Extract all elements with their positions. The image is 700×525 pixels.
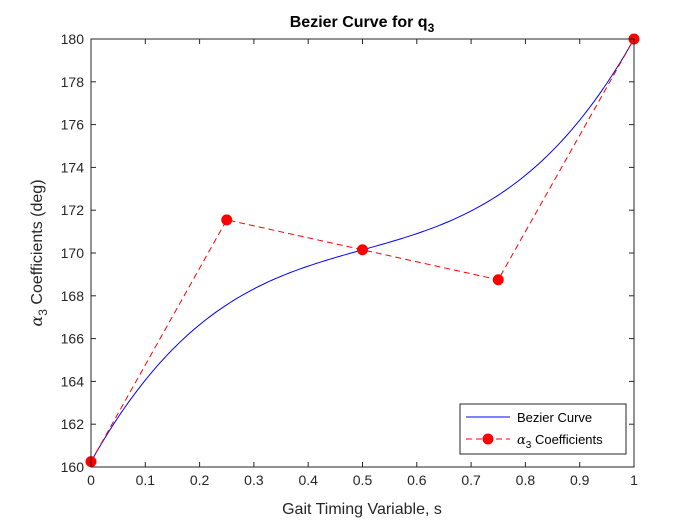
x-tick-label: 0.6 [407, 472, 427, 488]
y-axis-label: α3 Coefficients (deg) [27, 179, 50, 326]
series-layer [85, 33, 640, 468]
axes-box [90, 38, 635, 468]
tick-group: 0 0.1 0.2 0.3 0.4 0.5 0.6 0.7 0.8 0.9 1 160 162 164 16… [61, 31, 638, 488]
y-tick-label: 164 [61, 373, 85, 389]
y-tick-label: 178 [61, 74, 85, 90]
y-tick-label: 160 [61, 459, 85, 475]
x-tick-label: 0 [87, 472, 95, 488]
x-axis-label: Gait Timing Variable, s [282, 501, 442, 518]
x-tick-label: 0.8 [516, 472, 536, 488]
coefficient-point [357, 244, 368, 256]
x-tick-label: 0.7 [461, 472, 481, 488]
x-tick-label: 0.3 [244, 472, 264, 488]
chart-title-subscript: 3 [428, 21, 435, 35]
y-tick-label: 180 [61, 31, 85, 47]
legend: Bezier Curve α3 Coefficients [459, 403, 627, 455]
y-tick-label: 168 [61, 288, 85, 304]
y-tick-label: 174 [61, 159, 85, 175]
x-tick-label: 0.1 [136, 472, 156, 488]
legend-coeff-marker [482, 433, 494, 445]
y-tick-label: 176 [61, 117, 85, 133]
x-tick-label: 0.5 [353, 472, 373, 488]
x-tick-label: 0.9 [570, 472, 590, 488]
x-tick-label: 1 [630, 472, 638, 488]
y-tick-label: 172 [61, 202, 85, 218]
y-tick-label: 166 [61, 331, 85, 347]
y-tick-label: 162 [61, 416, 85, 432]
legend-coeff-label: α3 Coefficients [517, 432, 603, 451]
y-tick-label: 170 [61, 245, 85, 261]
chart-title: Bezier Curve for q3 [290, 14, 435, 35]
coefficients-line [90, 38, 635, 462]
x-tick-label: 0.4 [298, 472, 318, 488]
x-tick-label: 0.2 [190, 472, 210, 488]
legend-box [459, 403, 627, 455]
coefficient-point [492, 274, 504, 286]
coefficient-point [221, 214, 233, 226]
legend-bezier-label: Bezier Curve [517, 410, 592, 425]
